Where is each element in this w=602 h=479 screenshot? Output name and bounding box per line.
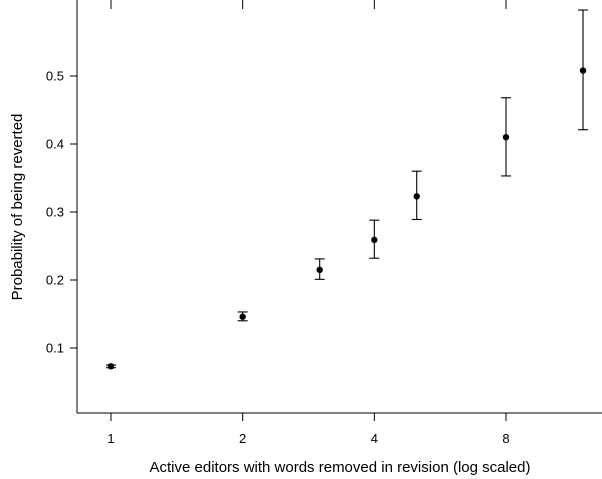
data-point xyxy=(579,67,587,74)
data-point xyxy=(239,313,246,320)
x-tick-label: 2 xyxy=(239,431,246,446)
x-tick-label: 8 xyxy=(502,431,509,446)
y-tick-label: 0.5 xyxy=(46,69,64,84)
data-point xyxy=(371,236,378,244)
y-tick-label: 0.3 xyxy=(46,205,64,220)
y-tick-label: 0.2 xyxy=(46,273,64,288)
error-bars xyxy=(106,9,589,369)
plot-frame xyxy=(76,0,602,414)
data-point xyxy=(107,363,115,370)
data-points xyxy=(107,67,587,370)
axis-ticks: 1 2 4 8 0.1 0.2 0.3 0.4 0.5 xyxy=(46,0,510,446)
y-axis-title: Probability of being reverted xyxy=(9,114,26,301)
x-tick-label: 1 xyxy=(107,431,114,446)
x-axis-title: Active editors with words removed in rev… xyxy=(150,459,531,476)
y-tick-label: 0.4 xyxy=(46,137,64,152)
data-point xyxy=(316,266,323,273)
data-point xyxy=(413,193,420,200)
data-point xyxy=(502,134,510,141)
y-tick-label: 0.1 xyxy=(46,341,64,356)
x-tick-label: 4 xyxy=(371,431,378,446)
